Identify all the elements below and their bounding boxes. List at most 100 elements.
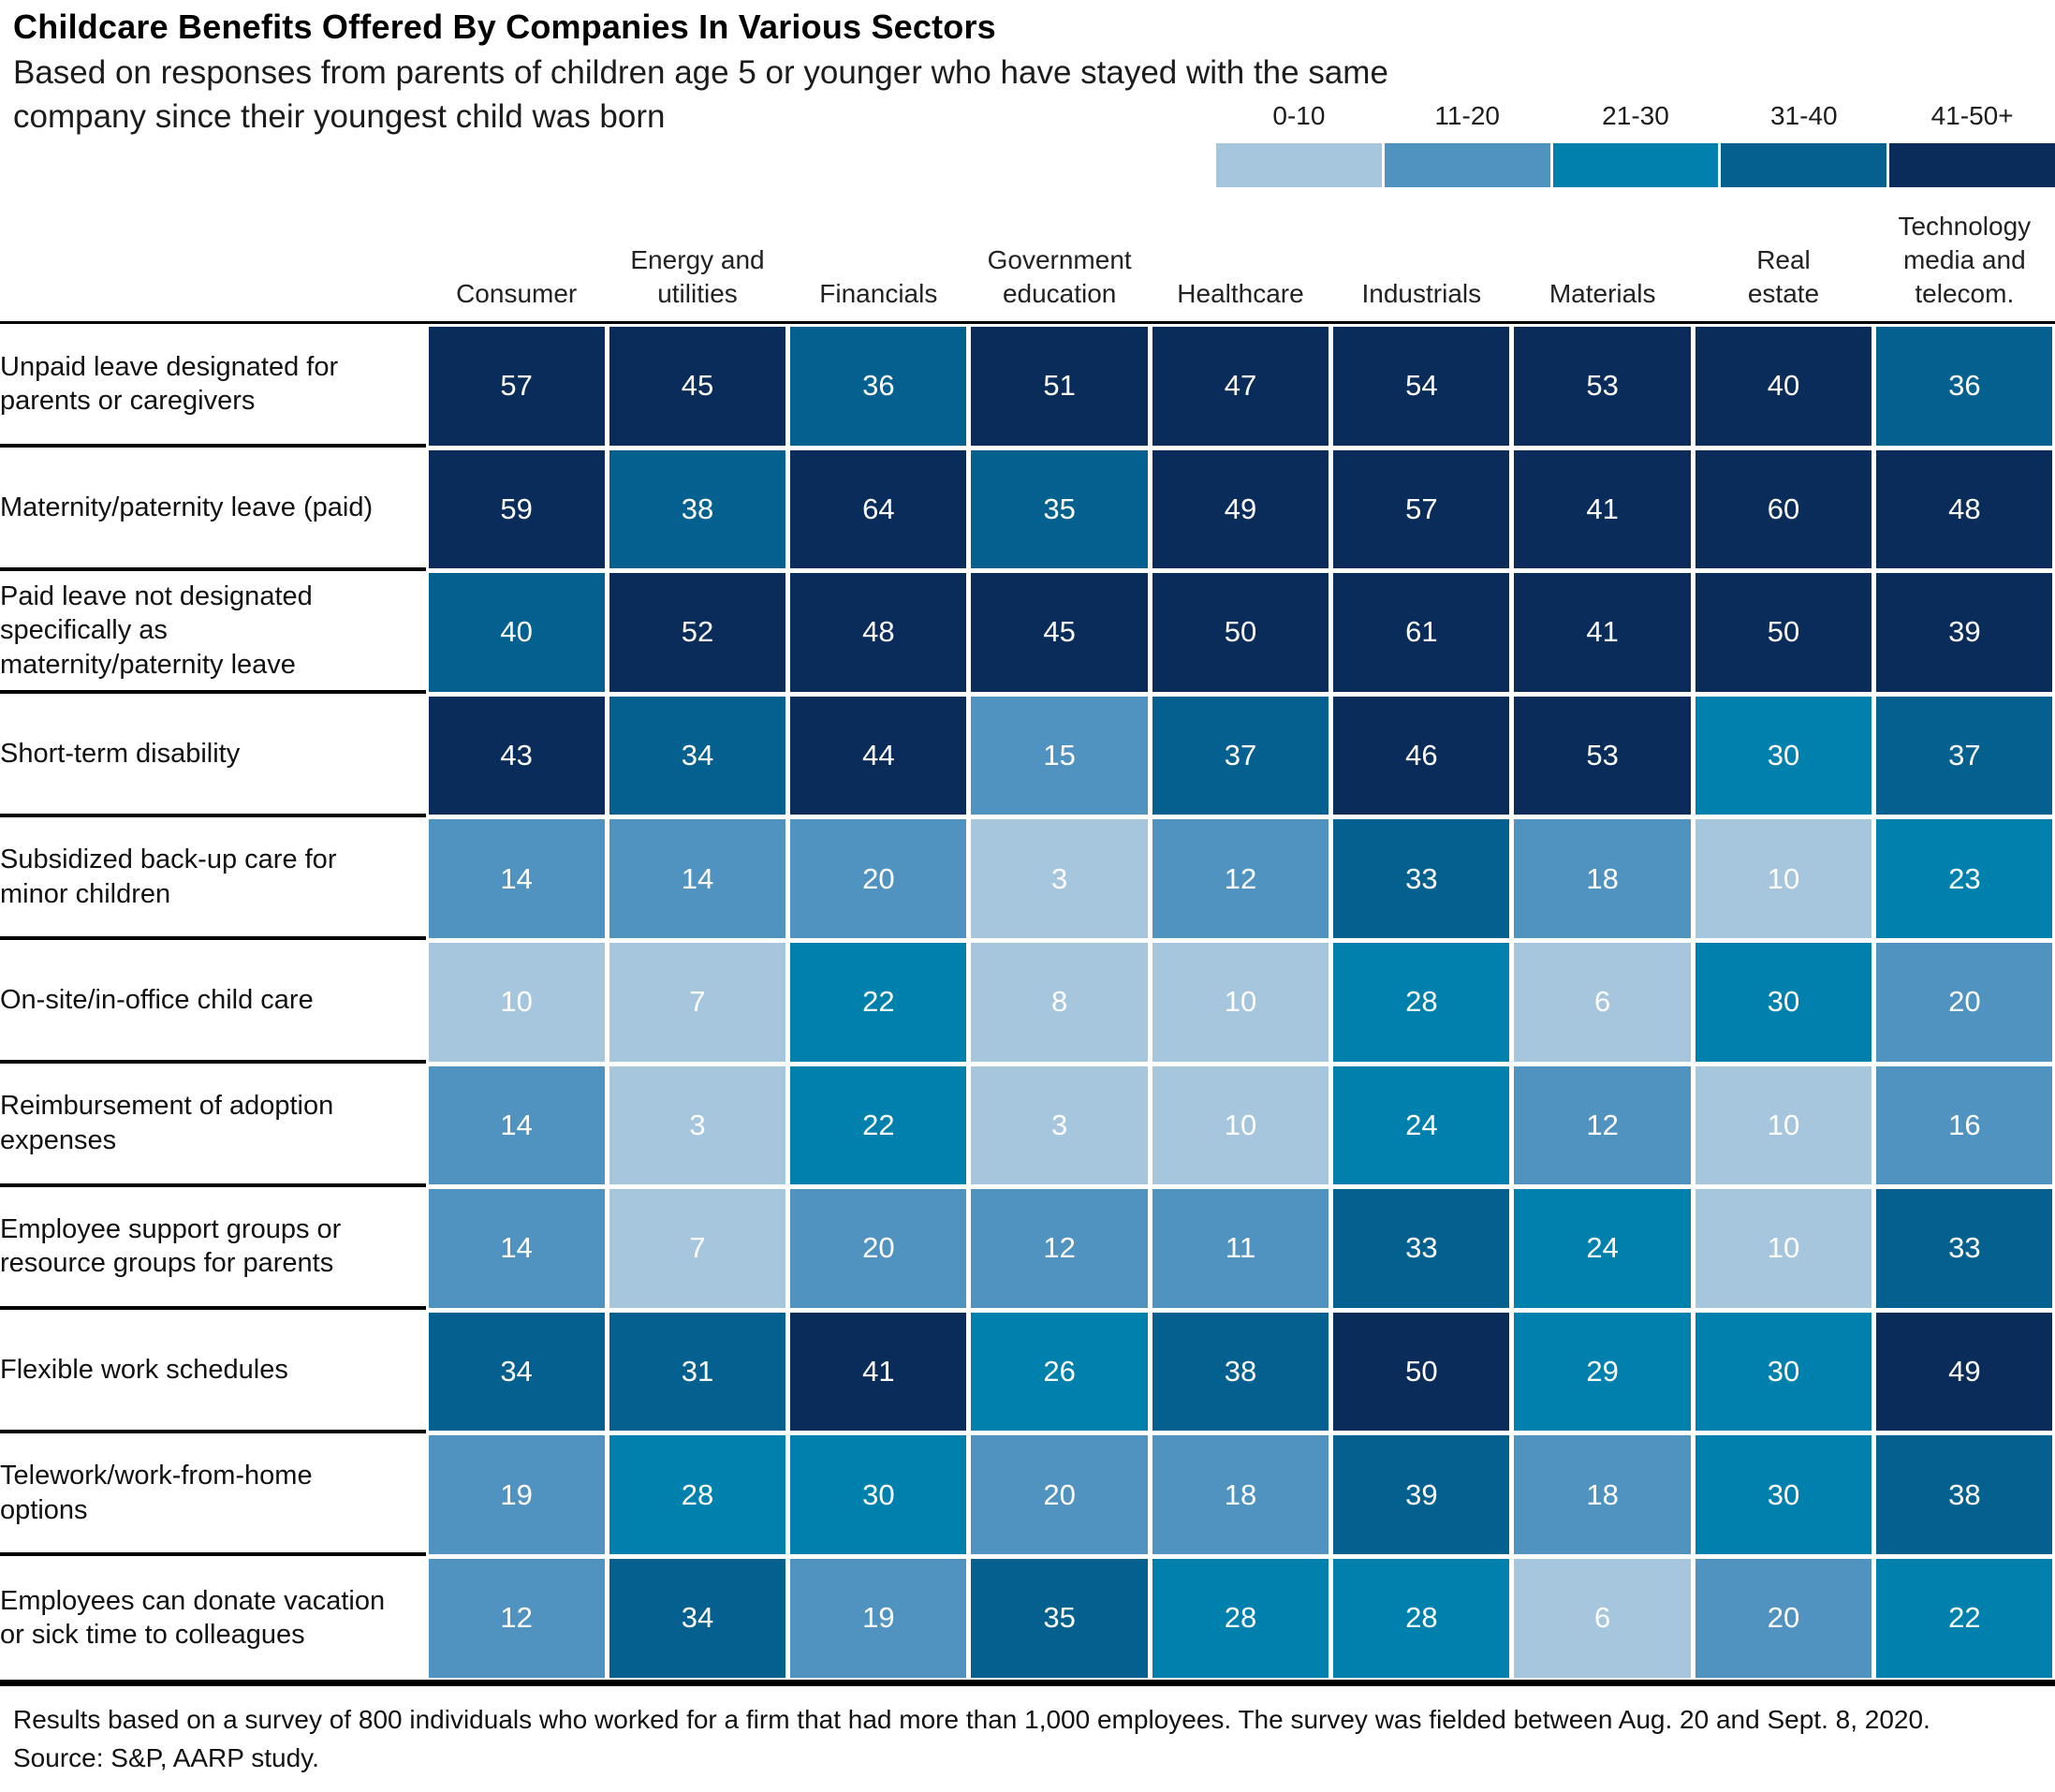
heatmap-cell: 34 xyxy=(609,696,786,815)
chart-header: Childcare Benefits Offered By Companies … xyxy=(0,0,2055,139)
legend-bucket-label: 31-40 xyxy=(1769,101,1838,130)
heatmap-cell: 57 xyxy=(1333,449,1510,569)
legend-bucket-label: 11-20 xyxy=(1434,101,1500,130)
heatmap-cell: 50 xyxy=(1152,573,1329,692)
table-row: Telework/work-from-home options 19 28 30 20 1… xyxy=(0,1433,2055,1557)
heatmap-cell: 26 xyxy=(971,1312,1148,1432)
heatmap-cell: 34 xyxy=(609,1558,786,1678)
heatmap-cell: 44 xyxy=(790,696,967,815)
column-header: Healthcare xyxy=(1177,278,1304,308)
heatmap-cell: 18 xyxy=(1152,1435,1329,1554)
heatmap-cell: 57 xyxy=(428,326,605,446)
source: Source: S&P, AARP study. xyxy=(13,1742,319,1772)
row-label: On-site/in-office child care xyxy=(0,940,426,1065)
heatmap-cell: 35 xyxy=(971,1558,1148,1678)
heatmap-cell: 45 xyxy=(971,573,1148,692)
heatmap-cell: 23 xyxy=(1876,819,2053,938)
legend-bucket-label: 0-10 xyxy=(1272,101,1326,130)
heatmap-cell: 30 xyxy=(1695,696,1872,815)
heatmap-cell: 28 xyxy=(609,1435,786,1554)
heatmap-cell: 24 xyxy=(1333,1065,1510,1185)
heatmap-table: Unpaid leave designated for parents or c… xyxy=(0,321,2055,1687)
heatmap-cell: 30 xyxy=(1695,942,1872,1062)
heatmap-cell: 36 xyxy=(1876,326,2053,446)
heatmap-cell: 3 xyxy=(971,1065,1148,1185)
heatmap-cell: 19 xyxy=(790,1558,967,1678)
heatmap-cell: 10 xyxy=(1695,1189,1872,1308)
footnote: Results based on a survey of 800 individ… xyxy=(13,1705,1930,1735)
heatmap-cell: 47 xyxy=(1152,326,1329,446)
heatmap-cell: 30 xyxy=(790,1435,967,1554)
heatmap-cell: 10 xyxy=(1695,819,1872,938)
legend-item: 21-30 xyxy=(1552,101,1719,187)
table-row: On-site/in-office child care 10 7 22 8 10 28 6 3… xyxy=(0,940,2055,1065)
heatmap-cell: 20 xyxy=(1695,1558,1872,1678)
heatmap-cell: 12 xyxy=(971,1189,1148,1308)
heatmap-cell: 14 xyxy=(609,819,786,938)
column-header-spacer xyxy=(0,310,426,321)
heatmap-cell: 45 xyxy=(609,326,786,446)
heatmap-cell: 20 xyxy=(790,1189,967,1308)
row-label: Employee support groups or resource grou… xyxy=(0,1187,426,1311)
heatmap-cell: 14 xyxy=(428,1065,605,1185)
page-title: Childcare Benefits Offered By Companies … xyxy=(13,7,996,46)
legend-item: 31-40 xyxy=(1721,101,1887,187)
heatmap-cell: 41 xyxy=(1514,449,1691,569)
row-label: Flexible work schedules xyxy=(0,1310,426,1433)
heatmap-cell: 33 xyxy=(1876,1189,2053,1308)
heatmap-cell: 12 xyxy=(1514,1065,1691,1185)
heatmap-cell: 6 xyxy=(1514,1558,1691,1678)
heatmap-cell: 38 xyxy=(1876,1435,2053,1554)
heatmap-cell: 12 xyxy=(1152,819,1329,938)
legend-item: 41-50+ xyxy=(1889,101,2055,187)
heatmap-cell: 51 xyxy=(971,326,1148,446)
heatmap-cell: 33 xyxy=(1333,819,1510,938)
heatmap-cell: 16 xyxy=(1876,1065,2053,1185)
heatmap-cell: 3 xyxy=(971,819,1148,938)
heatmap-cell: 38 xyxy=(609,449,786,569)
heatmap-cell: 28 xyxy=(1152,1558,1329,1678)
column-header: Technology media and telecom. xyxy=(1898,212,2032,308)
heatmap-cell: 49 xyxy=(1152,449,1329,569)
heatmap-cell: 10 xyxy=(1695,1065,1872,1185)
heatmap-cell: 22 xyxy=(1876,1558,2053,1678)
heatmap-cell: 10 xyxy=(428,942,605,1062)
legend-color-swatch xyxy=(1721,143,1887,187)
heatmap-cell: 39 xyxy=(1876,573,2053,692)
heatmap-cell: 41 xyxy=(1514,573,1691,692)
legend-color-swatch xyxy=(1216,143,1382,187)
heatmap-cell: 40 xyxy=(428,573,605,692)
heatmap-cell: 31 xyxy=(609,1312,786,1432)
table-row: Short-term disability 43 34 44 15 37 46 53 30 37 xyxy=(0,694,2055,817)
heatmap-cell: 18 xyxy=(1514,1435,1691,1554)
heatmap-cell: 61 xyxy=(1333,573,1510,692)
heatmap-cell: 12 xyxy=(428,1558,605,1678)
table-row: Employee support groups or resource grou… xyxy=(0,1187,2055,1311)
heatmap-cell: 22 xyxy=(790,1065,967,1185)
heatmap-cell: 50 xyxy=(1695,573,1872,692)
heatmap-cell: 43 xyxy=(428,696,605,815)
heatmap-cell: 38 xyxy=(1152,1312,1329,1432)
heatmap-cell: 11 xyxy=(1152,1189,1329,1308)
column-header: Real estate xyxy=(1747,244,1820,308)
legend-item: 0-10 xyxy=(1216,101,1382,187)
heatmap-cell: 18 xyxy=(1514,819,1691,938)
heatmap-cell: 41 xyxy=(790,1312,967,1432)
heatmap-cell: 48 xyxy=(1876,449,2053,569)
row-label: Subsidized back-up care for minor childr… xyxy=(0,817,426,941)
heatmap-cell: 6 xyxy=(1514,942,1691,1062)
table-row: Maternity/paternity leave (paid) 59 38 64 35… xyxy=(0,448,2055,571)
column-header: Consumer xyxy=(456,278,578,308)
legend-color-swatch xyxy=(1552,143,1719,187)
table-row: Flexible work schedules 34 31 41 26 38 50 29 30 4… xyxy=(0,1310,2055,1433)
legend: 0-10 11-20 21-30 31-40 41-50+ xyxy=(1216,101,2055,187)
heatmap-cell: 52 xyxy=(609,573,786,692)
table-row: Subsidized back-up care for minor childr… xyxy=(0,817,2055,941)
row-label: Maternity/paternity leave (paid) xyxy=(0,448,426,571)
heatmap-cell: 7 xyxy=(609,1189,786,1308)
heatmap-cell: 37 xyxy=(1152,696,1329,815)
legend-item: 11-20 xyxy=(1384,101,1550,187)
heatmap-cell: 30 xyxy=(1695,1312,1872,1432)
legend-color-swatch xyxy=(1384,143,1550,187)
row-label: Telework/work-from-home options xyxy=(0,1433,426,1557)
